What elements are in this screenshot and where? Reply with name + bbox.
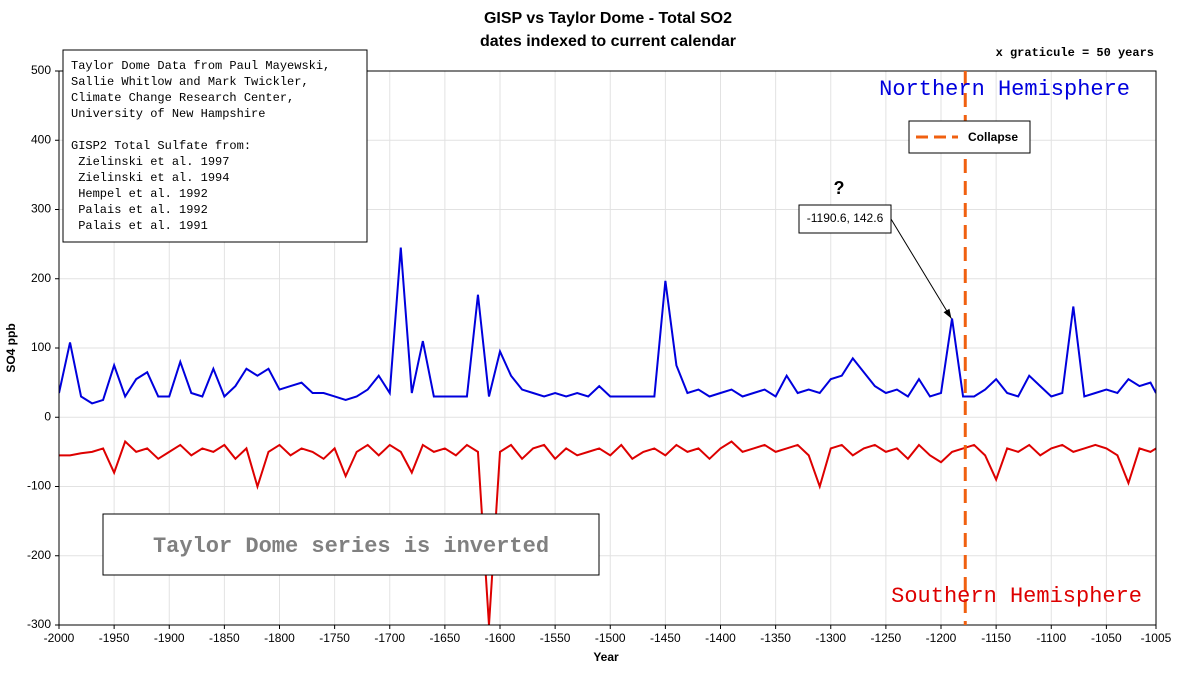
- y-tick-label: -100: [27, 479, 51, 493]
- callout-box: [798, 204, 892, 234]
- x-tick-label: -1400: [705, 631, 736, 645]
- y-tick-label: 200: [31, 271, 51, 285]
- x-tick-label: -1600: [485, 631, 516, 645]
- legend-box: [908, 120, 1031, 154]
- x-tick-label: -1850: [209, 631, 240, 645]
- x-axis-label: Year: [593, 650, 619, 664]
- x-tick-label: -1250: [871, 631, 902, 645]
- graticule-note: x graticule = 50 years: [996, 46, 1154, 60]
- y-tick-label: 300: [31, 202, 51, 216]
- x-tick-label: -1900: [154, 631, 185, 645]
- x-tick-label: -1200: [926, 631, 957, 645]
- y-tick-label: 500: [31, 63, 51, 77]
- x-tick-label: -1050: [1091, 631, 1122, 645]
- y-tick-label: 0: [44, 409, 51, 423]
- source-line: GISP2 Total Sulfate from:: [71, 139, 251, 153]
- arrow-head: [943, 308, 952, 319]
- source-line: Climate Change Research Center,: [71, 91, 294, 105]
- x-tick-label: -1005: [1141, 631, 1172, 645]
- y-axis-label: SO4 ppb: [4, 323, 18, 372]
- callout-question: ?: [834, 178, 845, 198]
- x-tick-label: -1550: [540, 631, 571, 645]
- inverted-note: Taylor Dome series is inverted: [153, 534, 549, 559]
- note-box: [102, 513, 600, 576]
- chart-subtitle: dates indexed to current calendar: [480, 33, 736, 50]
- x-tick-label: -2000: [44, 631, 75, 645]
- x-tick-label: -1750: [319, 631, 350, 645]
- source-line: Palais et al. 1991: [71, 219, 208, 233]
- data-line: [59, 439, 1156, 625]
- region-label: Southern Hemisphere: [891, 584, 1142, 609]
- callout-label: -1190.6, 142.6: [807, 211, 884, 225]
- legend-label: Collapse: [968, 130, 1018, 144]
- x-tick-label: -1700: [374, 631, 405, 645]
- y-tick-label: -300: [27, 617, 51, 631]
- source-line: Taylor Dome Data from Paul Mayewski,: [71, 59, 330, 73]
- callout-arrow: [890, 218, 952, 319]
- x-tick-label: -1950: [99, 631, 130, 645]
- x-tick-label: -1100: [1036, 631, 1066, 645]
- chart-title: GISP vs Taylor Dome - Total SO2: [484, 10, 732, 27]
- x-tick-label: -1150: [981, 631, 1011, 645]
- x-tick-label: -1450: [650, 631, 681, 645]
- x-tick-label: -1650: [430, 631, 461, 645]
- x-tick-label: -1350: [760, 631, 791, 645]
- plot-frame: [58, 70, 1157, 626]
- source-line: Zielinski et al. 1994: [71, 171, 229, 185]
- data-line: [59, 247, 1156, 405]
- source-line: Sallie Whitlow and Mark Twickler,: [71, 75, 309, 89]
- y-tick-label: -200: [27, 548, 51, 562]
- sources-box: [62, 49, 368, 243]
- source-line: Hempel et al. 1992: [71, 187, 208, 201]
- x-tick-label: -1300: [815, 631, 846, 645]
- x-tick-label: -1500: [595, 631, 626, 645]
- source-line: Palais et al. 1992: [71, 203, 208, 217]
- source-line: Zielinski et al. 1997: [71, 155, 229, 169]
- y-tick-label: 400: [31, 132, 51, 146]
- region-label: Northern Hemisphere: [879, 77, 1130, 102]
- x-tick-label: -1800: [264, 631, 295, 645]
- source-line: University of New Hampshire: [71, 107, 265, 121]
- y-tick-label: 100: [31, 340, 51, 354]
